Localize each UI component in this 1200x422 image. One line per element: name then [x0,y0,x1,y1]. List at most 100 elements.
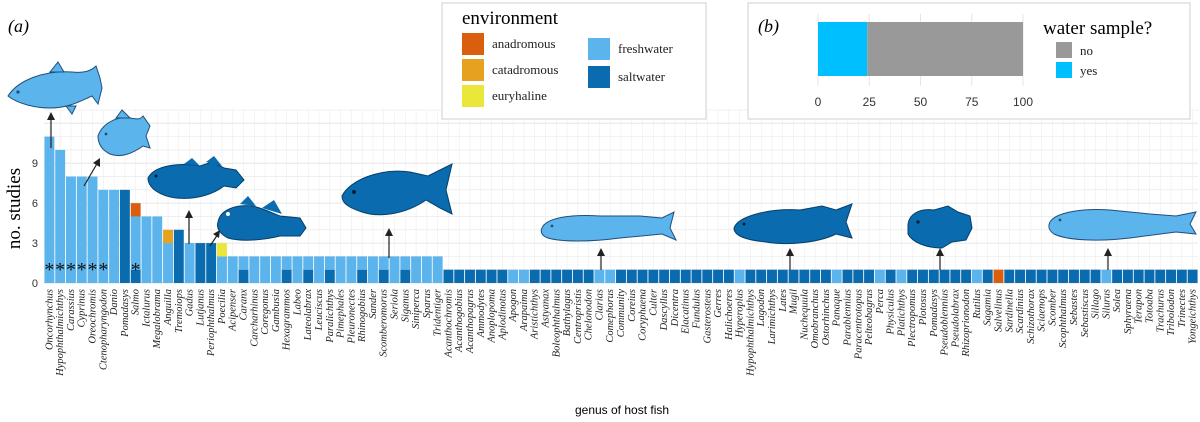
bar-saltwater [540,269,551,283]
bar-freshwater [109,189,120,283]
x-tick-label: Mugil [789,289,800,315]
panel-b: (b) 0 25 50 75 100 water sample? no yes [747,2,1191,120]
bar-saltwater [842,269,853,283]
bar-freshwater [411,256,422,283]
x-tick-label: Nuchequula [799,289,810,341]
legend-swatch [588,38,610,60]
bar-saltwater [551,269,562,283]
bar-freshwater [734,269,745,283]
bar-freshwater [594,269,605,283]
x-tick-label: Silurus [1101,289,1112,319]
x-tick-label: Acipenser [228,288,239,332]
legend-label: catadromous [492,62,558,77]
bar-saltwater [853,269,864,283]
bar-saltwater [1144,269,1155,283]
x-tick-label: Dascyllus [659,289,670,331]
bar-saltwater [173,229,184,283]
bar-saltwater [723,269,734,283]
bar-freshwater [335,256,346,283]
asterisk-mark: * [66,259,76,281]
bar-freshwater [76,176,87,283]
x-tick-label: Ostorhinchus [821,289,832,345]
bar-freshwater [238,256,249,270]
legend-label: saltwater [618,69,666,84]
arrow-head-icon [93,158,100,167]
x-tick-label: Fundulus [691,289,702,330]
bar-freshwater [971,269,982,283]
x-tick-label: Gasterosteus [702,289,713,343]
asterisk-mark: * [55,259,65,281]
x-tick-label: Paralichthys [325,289,336,344]
bar-euryhaline [216,243,227,257]
x-tick-label: Pimephales [336,289,347,339]
bar-saltwater [443,269,454,283]
bar-saltwater [961,269,972,283]
x-tick-label: Pomadasys [120,289,131,338]
bar-saltwater [465,269,475,283]
bar-freshwater [55,149,66,283]
bar-freshwater [66,176,76,283]
x-tick-label: Scomberomorus [379,289,390,357]
bar-saltwater [713,269,724,283]
bar-saltwater [626,269,637,283]
bar-saltwater [907,269,918,283]
bar-freshwater [400,256,411,270]
bar-saltwater [119,189,130,283]
x-tick-label: Hexagrammos [282,289,293,351]
bar-saltwater [756,269,767,283]
x-tick-label: Paracentrotopus [853,289,864,360]
bar-saltwater [648,269,659,283]
bar-freshwater [152,216,163,283]
x-tick-label-b: 0 [815,95,822,109]
bar-saltwater [659,269,670,283]
bar-freshwater [260,256,271,283]
x-tick-label: Tridentiger [433,288,444,336]
y-axis-ticks: 0 3 6 9 [32,158,38,290]
x-tick-label: Pleuronectes [346,289,357,344]
x-tick-label: Siganus [400,289,411,322]
bar-freshwater [518,269,529,283]
bar-saltwater [820,269,831,283]
bar-freshwater [357,256,368,270]
x-tick-label: Solea [1112,289,1123,312]
arrow-head-icon [597,248,605,256]
bar-saltwater [799,269,810,283]
bar-saltwater [1187,269,1198,283]
arrow-head-icon [185,210,193,218]
bar-freshwater [163,243,173,283]
x-tick-label: Trachurus [1155,289,1166,332]
bar-saltwater [1090,269,1101,283]
x-tick-label: Tremoiops [174,289,185,333]
x-tick-label: Panaque [832,289,843,328]
legend-b-swatch [1056,62,1072,78]
bar-saltwater [928,269,939,283]
legend-label: anadromous [492,36,556,51]
x-tick-label: Coryphaena [638,289,649,341]
bar-saltwater [529,269,540,283]
x-tick-label: Sebastes [1069,289,1080,325]
bar-saltwater [454,269,465,283]
bar-freshwater [508,269,519,283]
x-tick-label: Comephorus [605,289,616,343]
x-tick-label: Cyprinus [77,289,88,328]
asterisk-mark: * [131,259,141,281]
x-tick-label: Pomadasys [929,289,940,338]
bar-saltwater [1015,269,1026,283]
bar-saltwater [885,269,896,283]
x-tick-label-b: 50 [914,95,928,109]
legend-swatch [462,33,484,55]
x-tick-label: Hypophthalmichthys [745,289,756,377]
bar-saltwater [788,269,799,283]
bar-freshwater [44,136,55,283]
bar-freshwater [281,256,292,270]
bar-saltwater [918,269,928,283]
bar-b-no [867,22,1023,76]
x-tick-label: Rutilus [972,289,983,320]
catfish-fish-icon [540,211,678,242]
legend-swatch [462,59,484,81]
bar-freshwater [98,189,109,283]
x-tick-label: Trinectes [1177,289,1188,328]
environment-legend: environment anadromous catadromous euryhal… [441,2,707,120]
x-tick-label: Aplodinotus [497,289,508,341]
